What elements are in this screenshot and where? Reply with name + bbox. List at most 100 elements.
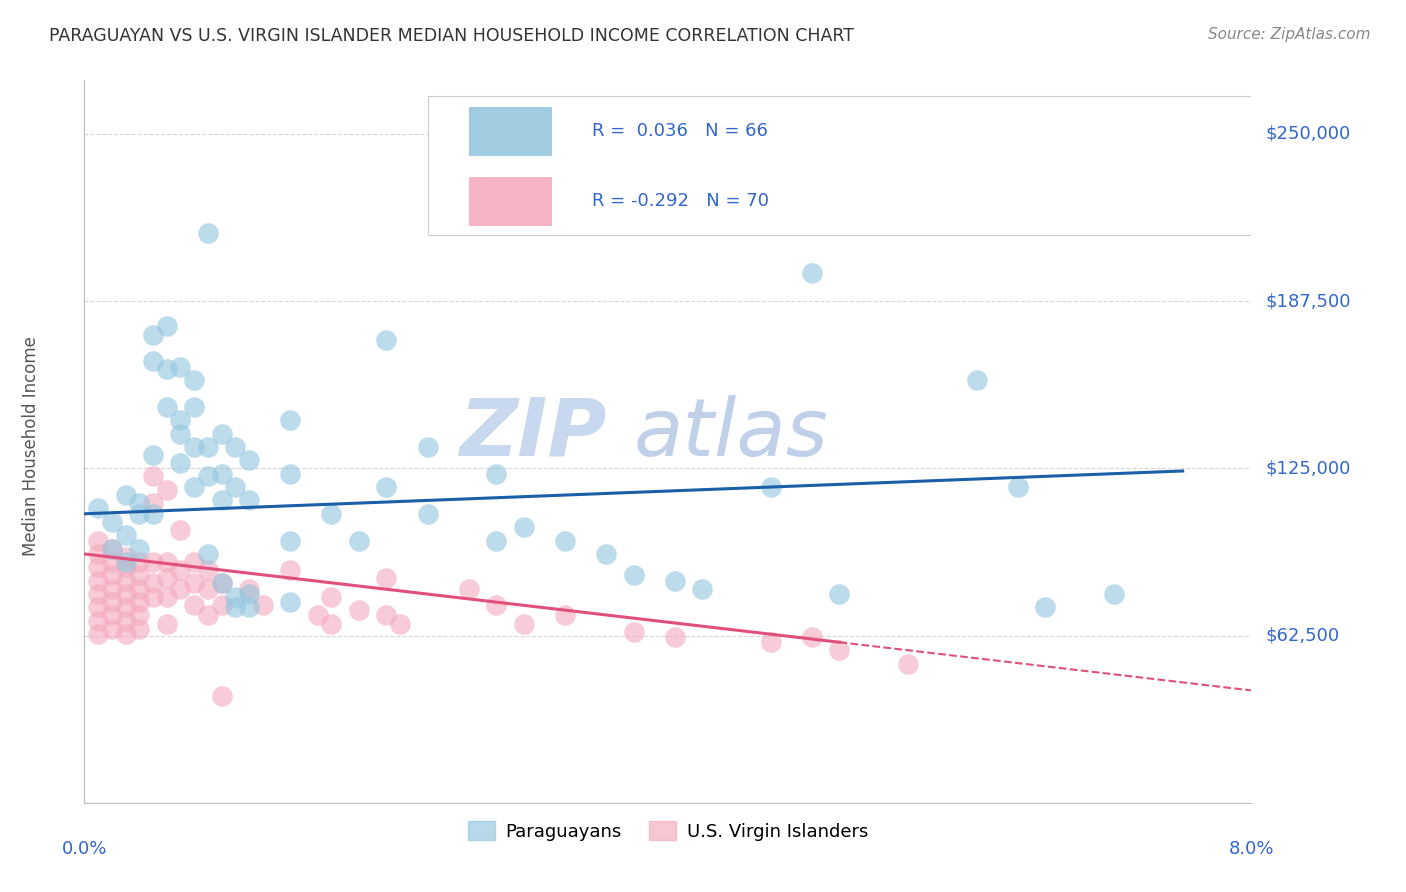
- Point: [211, 426, 233, 441]
- Point: [321, 616, 343, 631]
- Point: [197, 226, 219, 240]
- Point: [278, 533, 301, 548]
- Bar: [427, 96, 1292, 235]
- Point: [114, 614, 136, 628]
- Point: [142, 555, 165, 569]
- Point: [623, 624, 645, 639]
- Point: [87, 587, 110, 601]
- Point: [224, 440, 246, 454]
- Point: [664, 574, 686, 588]
- Point: [966, 373, 988, 387]
- Point: [101, 608, 124, 623]
- Point: [101, 595, 124, 609]
- Point: [485, 598, 508, 612]
- Point: [142, 448, 165, 462]
- Text: R = -0.292   N = 70: R = -0.292 N = 70: [592, 192, 769, 210]
- Point: [87, 614, 110, 628]
- Text: Median Household Income: Median Household Income: [22, 336, 39, 556]
- Point: [485, 467, 508, 481]
- Point: [278, 595, 301, 609]
- Text: ZIP: ZIP: [458, 394, 606, 473]
- Point: [114, 488, 136, 502]
- Point: [114, 555, 136, 569]
- Point: [101, 541, 124, 556]
- Text: $250,000: $250,000: [1265, 125, 1351, 143]
- Point: [238, 493, 260, 508]
- Point: [197, 582, 219, 596]
- Point: [142, 576, 165, 591]
- Text: R =  0.036   N = 66: R = 0.036 N = 66: [592, 122, 768, 140]
- Point: [690, 582, 713, 596]
- Point: [128, 555, 150, 569]
- Point: [114, 528, 136, 542]
- Point: [183, 598, 205, 612]
- Point: [759, 480, 782, 494]
- Point: [183, 480, 205, 494]
- Point: [664, 630, 686, 644]
- Point: [114, 549, 136, 564]
- Point: [128, 496, 150, 510]
- Point: [101, 515, 124, 529]
- Point: [197, 547, 219, 561]
- Text: $125,000: $125,000: [1265, 459, 1351, 477]
- Point: [828, 643, 851, 657]
- Point: [278, 563, 301, 577]
- Point: [169, 426, 191, 441]
- Point: [142, 507, 165, 521]
- Point: [211, 576, 233, 591]
- Text: PARAGUAYAN VS U.S. VIRGIN ISLANDER MEDIAN HOUSEHOLD INCOME CORRELATION CHART: PARAGUAYAN VS U.S. VIRGIN ISLANDER MEDIA…: [49, 27, 855, 45]
- Point: [114, 587, 136, 601]
- Point: [183, 400, 205, 414]
- Point: [759, 635, 782, 649]
- Point: [142, 469, 165, 483]
- Bar: [468, 177, 551, 225]
- Text: atlas: atlas: [634, 394, 828, 473]
- Point: [211, 493, 233, 508]
- Point: [128, 622, 150, 636]
- Point: [156, 400, 179, 414]
- Point: [828, 587, 851, 601]
- Text: Source: ZipAtlas.com: Source: ZipAtlas.com: [1208, 27, 1371, 42]
- Point: [87, 501, 110, 516]
- Point: [156, 616, 179, 631]
- Point: [156, 319, 179, 334]
- Point: [169, 413, 191, 427]
- Point: [169, 359, 191, 374]
- Point: [128, 595, 150, 609]
- Point: [169, 582, 191, 596]
- Point: [224, 600, 246, 615]
- Point: [211, 689, 233, 703]
- Point: [224, 590, 246, 604]
- Point: [87, 627, 110, 641]
- Point: [197, 440, 219, 454]
- Point: [183, 555, 205, 569]
- Point: [87, 560, 110, 574]
- Point: [347, 533, 370, 548]
- Point: [389, 616, 412, 631]
- Point: [87, 547, 110, 561]
- Point: [1102, 587, 1125, 601]
- Point: [321, 507, 343, 521]
- Point: [211, 598, 233, 612]
- Point: [87, 574, 110, 588]
- Point: [238, 600, 260, 615]
- Point: [211, 576, 233, 591]
- Point: [375, 480, 398, 494]
- Point: [512, 520, 534, 534]
- Point: [101, 541, 124, 556]
- Point: [787, 212, 810, 227]
- Point: [128, 568, 150, 582]
- Point: [101, 582, 124, 596]
- Point: [156, 483, 179, 497]
- Point: [252, 598, 274, 612]
- Point: [142, 354, 165, 368]
- Point: [211, 467, 233, 481]
- Point: [375, 571, 398, 585]
- Point: [142, 590, 165, 604]
- Point: [457, 582, 479, 596]
- Point: [128, 582, 150, 596]
- Point: [1007, 480, 1029, 494]
- Point: [87, 533, 110, 548]
- Point: [101, 568, 124, 582]
- Point: [183, 373, 205, 387]
